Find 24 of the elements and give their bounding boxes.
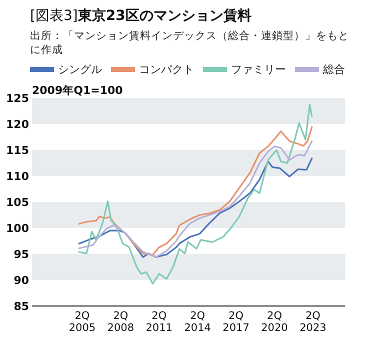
legend-label: ファミリー [231, 63, 286, 76]
legend-label: シングル [58, 63, 102, 76]
text: 出所：「マンション賃料インデックス（総合・連鎖型）」をもとに作成 [30, 29, 350, 57]
y-tick-label: 105 [6, 196, 29, 209]
y-axis-title: 2009年Q1=100 [32, 84, 124, 97]
x-tick-label: 2Q 2008 [107, 310, 134, 334]
x-tick-label: 2Q 2005 [68, 310, 96, 334]
x-tick-label: 2Q 2023 [300, 310, 326, 334]
y-tick-label: 95 [14, 248, 29, 261]
y-tick-label: 100 [6, 222, 30, 235]
x-tick-label: 2Q 2011 [146, 310, 172, 334]
y-tick-label: 120 [6, 118, 30, 131]
y-tick-label: 125 [6, 92, 29, 105]
legend-label: コンパクト [139, 63, 194, 76]
y-tick-label: 110 [6, 170, 30, 183]
legend-label: 総合 [323, 63, 345, 76]
y-tick-label: 115 [6, 144, 29, 157]
line-series [78, 104, 313, 284]
chart-title: [図表3]東京23区のマンション賃料 [30, 8, 252, 24]
x-tick-label: 2Q 2020 [261, 310, 288, 334]
y-tick-label: 90 [14, 274, 30, 287]
x-tick-label: 2Q 2017 [222, 310, 250, 334]
x-tick-label: 2Q 2014 [184, 310, 212, 334]
y-tick-label: 85 [14, 300, 29, 313]
